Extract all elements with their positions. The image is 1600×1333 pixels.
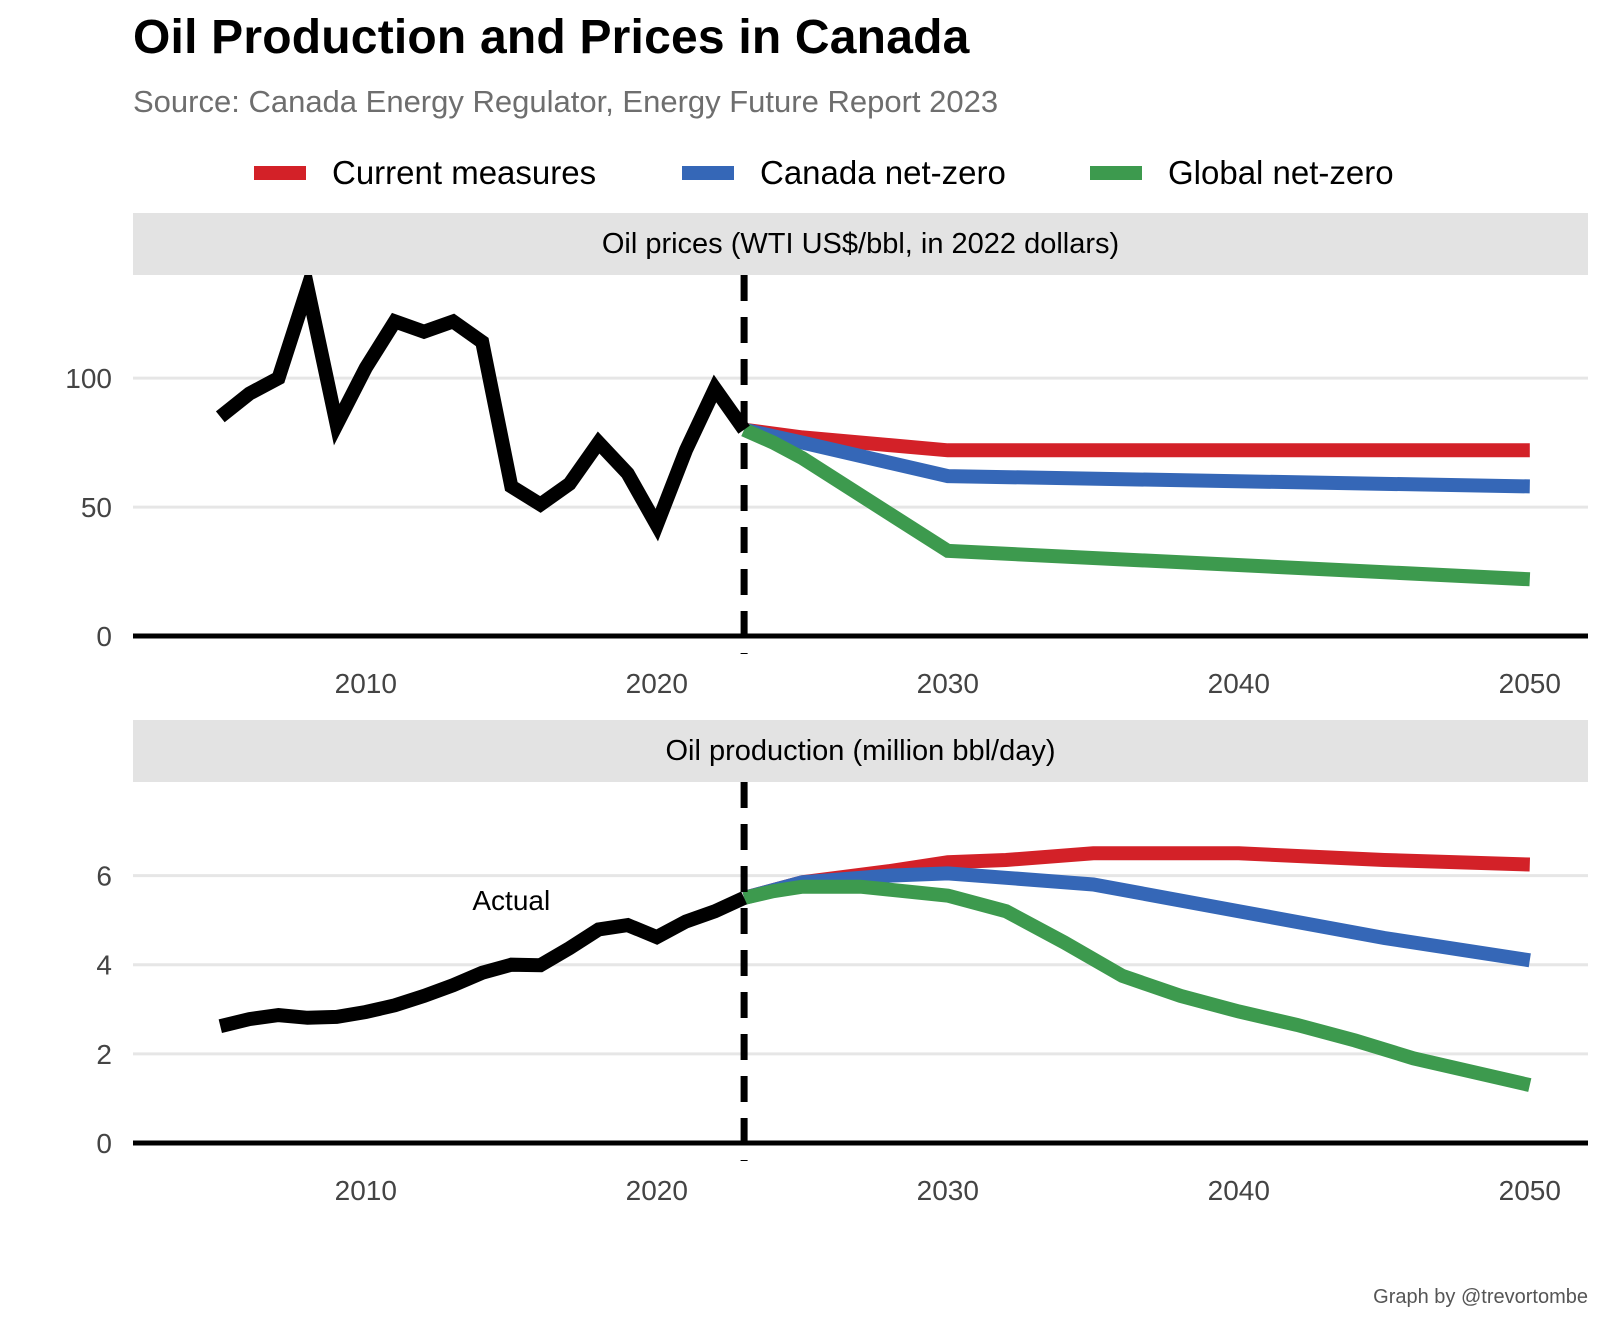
oil-production-plot: 0 2 4 6 2010 2020 2030 2040 2050 Actual	[96, 782, 1588, 1206]
prices-x-tick-label-2050: 2050	[1499, 668, 1561, 699]
oil-prices-plot: 0 50 100 2010 2020 2030 2040 2050	[65, 275, 1588, 699]
prices-x-tick-label-2040: 2040	[1208, 668, 1270, 699]
oil-prices-strip: Oil prices (WTI US$/bbl, in 2022 dollars…	[133, 213, 1588, 275]
production-y-tick-label-2: 2	[96, 1039, 112, 1070]
production-x-tick-label-2030: 2030	[917, 1175, 979, 1206]
production-line-actual	[218, 891, 748, 1034]
legend-swatch-current-measures	[254, 166, 306, 180]
production-y-tick-label-4: 4	[96, 950, 112, 981]
prices-line-current-measures	[743, 422, 1530, 458]
chart-title: Oil Production and Prices in Canada	[133, 11, 970, 64]
prices-x-tick-label-2020: 2020	[626, 668, 688, 699]
chart-subtitle: Source: Canada Energy Regulator, Energy …	[133, 84, 999, 119]
legend-item-global-net-zero: Global net-zero	[1090, 148, 1394, 198]
production-x-tick-label-2050: 2050	[1499, 1175, 1561, 1206]
prices-x-tick-label-2030: 2030	[917, 668, 979, 699]
legend-item-current-measures: Current measures	[254, 148, 596, 198]
production-y-tick-label-6: 6	[96, 861, 112, 892]
prices-line-global-net-zero	[741, 423, 1531, 587]
prices-x-tick-label-2010: 2010	[335, 668, 397, 699]
oil-production-panel: Oil production (million bbl/day) 0 2 4 6 201…	[96, 720, 1588, 1220]
production-x-tick-label-2040: 2040	[1208, 1175, 1270, 1206]
legend-swatch-canada-net-zero	[682, 166, 734, 180]
prices-line-actual	[215, 275, 750, 542]
prices-y-tick-label-100: 100	[65, 363, 112, 394]
production-y-tick-label-0: 0	[96, 1128, 112, 1159]
legend-label-current-measures: Current measures	[332, 154, 597, 191]
production-line-global-net-zero	[742, 879, 1532, 1092]
production-annotation-actual: Actual	[472, 885, 550, 916]
prices-y-tick-label-50: 50	[81, 492, 112, 523]
legend-label-canada-net-zero: Canada net-zero	[760, 154, 1006, 191]
legend-item-canada-net-zero: Canada net-zero	[682, 148, 1006, 198]
oil-production-strip: Oil production (million bbl/day)	[133, 720, 1588, 782]
legend-label-global-net-zero: Global net-zero	[1168, 154, 1394, 191]
graph-credit: Graph by @trevortombe	[1373, 1286, 1588, 1308]
production-x-tick-label-2020: 2020	[626, 1175, 688, 1206]
prices-y-tick-label-0: 0	[96, 621, 112, 652]
legend-swatch-global-net-zero	[1090, 166, 1142, 180]
production-x-tick-label-2010: 2010	[335, 1175, 397, 1206]
legend: Current measures Canada net-zero Global …	[0, 148, 1600, 198]
oil-prices-panel: Oil prices (WTI US$/bbl, in 2022 dollars…	[65, 213, 1588, 713]
